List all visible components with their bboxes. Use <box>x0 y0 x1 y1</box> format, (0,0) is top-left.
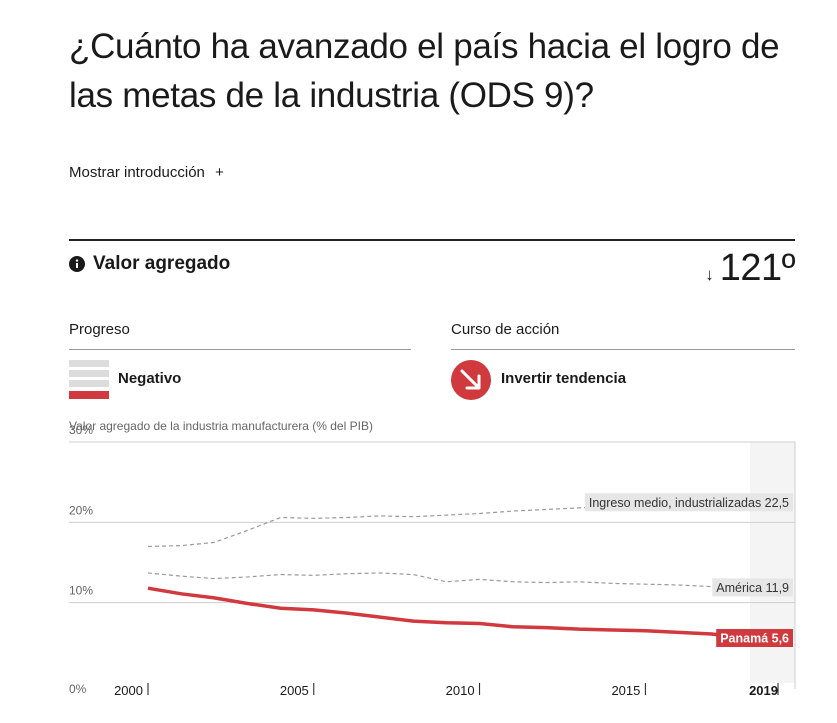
series-line <box>147 572 778 589</box>
progress-divider <box>69 349 411 350</box>
progress-header: Progreso <box>69 321 130 338</box>
progress-bars-icon <box>69 360 109 399</box>
y-tick-label: 10% <box>69 584 93 598</box>
series-end-label: Ingreso medio, industrializadas 22,5 <box>584 493 793 512</box>
y-tick-label: 30% <box>69 423 93 437</box>
indicator-label: Valor agregado <box>93 253 231 274</box>
reverse-arrow-icon <box>451 360 491 400</box>
plus-icon: + <box>215 164 224 181</box>
series-label-text: Ingreso medio, industrializadas 22,5 <box>589 496 789 510</box>
section-divider <box>69 239 795 241</box>
indicator-heading: Valor agregado <box>69 253 230 275</box>
show-introduction-toggle[interactable]: Mostrar introducción + <box>69 164 224 181</box>
series-end-label: Panamá 5,6 <box>716 629 793 648</box>
x-tick-label: 2015 <box>611 683 640 698</box>
x-tick-label: 2000 <box>114 683 143 698</box>
y-tick-label: 0% <box>69 682 87 696</box>
x-tick-label: 2010 <box>446 683 475 698</box>
y-tick-label: 20% <box>69 503 93 517</box>
course-header: Curso de acción <box>451 321 560 338</box>
course-value: Invertir tendencia <box>501 370 627 387</box>
x-tick-label: 2005 <box>280 683 309 698</box>
progress-value: Negativo <box>118 370 182 387</box>
series-label-text: América 11,9 <box>716 581 789 595</box>
x-tick-label: 2019 <box>749 683 778 698</box>
series-label-bg <box>716 629 793 648</box>
series-label-bg <box>584 493 793 512</box>
info-icon[interactable] <box>69 256 85 272</box>
course-divider <box>451 349 795 350</box>
series-line <box>147 586 778 640</box>
series-label-bg <box>712 578 793 597</box>
chart-y-axis-title: Valor agregado de la industria manufactu… <box>69 419 373 433</box>
rank-value: 121º <box>719 247 796 289</box>
series-line <box>147 501 778 548</box>
series-label-text: Panamá 5,6 <box>720 632 789 646</box>
show-introduction-label: Mostrar introducción <box>69 164 205 181</box>
series-end-label: América 11,9 <box>712 578 793 597</box>
rank-display: ↓ 121º <box>705 247 795 290</box>
page-title: ¿Cuánto ha avanzado el país hacia el log… <box>69 27 780 115</box>
down-arrow-icon: ↓ <box>705 265 714 284</box>
